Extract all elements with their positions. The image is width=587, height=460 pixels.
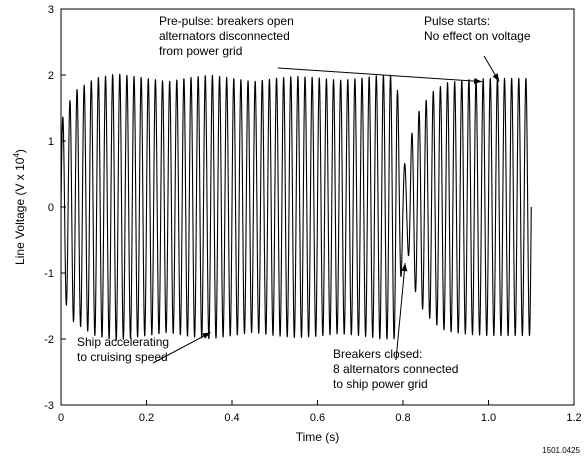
- axis-ticks: 0 0.2 0.4 0.6 0.8 1.0 1.2 -3 -2 -1 0 1 2 3: [44, 4, 581, 424]
- x-tick-label: 0.2: [139, 412, 154, 424]
- annotation-pulse-starts-line-2: No effect on voltage: [424, 29, 531, 43]
- annotation-pulse-starts-line-1: Pulse starts:: [424, 14, 490, 28]
- x-axis-label: Time (s): [296, 430, 340, 444]
- figure-id: 1501.0425: [542, 446, 580, 455]
- x-tick-label: 0: [58, 412, 64, 424]
- annotation-breakers-closed-line-3: to ship power grid: [333, 377, 428, 391]
- annotation-arrowhead: [202, 332, 211, 339]
- annotation-pre-pulse-line-3: from power grid: [159, 44, 242, 58]
- x-tick-label: 1.2: [566, 412, 581, 424]
- y-tick-label: 0: [48, 202, 54, 214]
- y-tick-label: 1: [48, 136, 54, 148]
- annotation-arrowhead: [492, 73, 500, 82]
- x-tick-label: 1.0: [481, 412, 496, 424]
- y-tick-label: -3: [44, 400, 54, 412]
- annotation-arrow-line: [152, 331, 211, 364]
- x-tick-label: 0.4: [224, 412, 239, 424]
- y-tick-label: -2: [44, 334, 54, 346]
- annotation-ship-accelerating: Ship accelerating to cruising speed: [77, 335, 172, 364]
- annotation-arrowhead: [473, 78, 483, 85]
- annotation-pulse-starts: Pulse starts: No effect on voltage: [424, 14, 531, 43]
- y-axis-label-main: Line Voltage (V x 10: [13, 157, 27, 265]
- annotation-arrow-line: [277, 67, 483, 83]
- x-tick-label: 0.8: [395, 412, 410, 424]
- annotation-ship-accelerating-line-1: Ship accelerating: [77, 335, 169, 349]
- y-axis-label-superscript: 4: [12, 153, 21, 158]
- annotation-breakers-closed: Breakers closed: 8 alternators connected…: [333, 347, 462, 391]
- x-tick-label: 0.6: [310, 412, 325, 424]
- y-tick-label: 2: [48, 70, 54, 82]
- y-tick-label: 3: [48, 4, 54, 16]
- annotation-arrowhead: [401, 263, 408, 272]
- annotation-breakers-closed-line-1: Breakers closed:: [333, 347, 422, 361]
- annotation-breakers-closed-line-2: 8 alternators connected: [333, 362, 458, 376]
- annotation-ship-accelerating-line-2: to cruising speed: [77, 350, 168, 364]
- y-axis-label: Line Voltage (V x 104): [12, 149, 27, 265]
- annotation-arrows: [152, 55, 500, 364]
- annotation-pre-pulse-line-1: Pre-pulse: breakers open: [159, 14, 294, 28]
- y-tick-label: -1: [44, 268, 54, 280]
- voltage-series-line: [60, 73, 532, 341]
- annotation-pre-pulse-line-2: alternators disconnected: [159, 29, 290, 43]
- annotation-pre-pulse: Pre-pulse: breakers open alternators dis…: [159, 14, 297, 58]
- annotation-arrow-line: [395, 263, 406, 361]
- voltage-trace: [60, 73, 532, 341]
- y-axis-label-close: ): [13, 149, 27, 153]
